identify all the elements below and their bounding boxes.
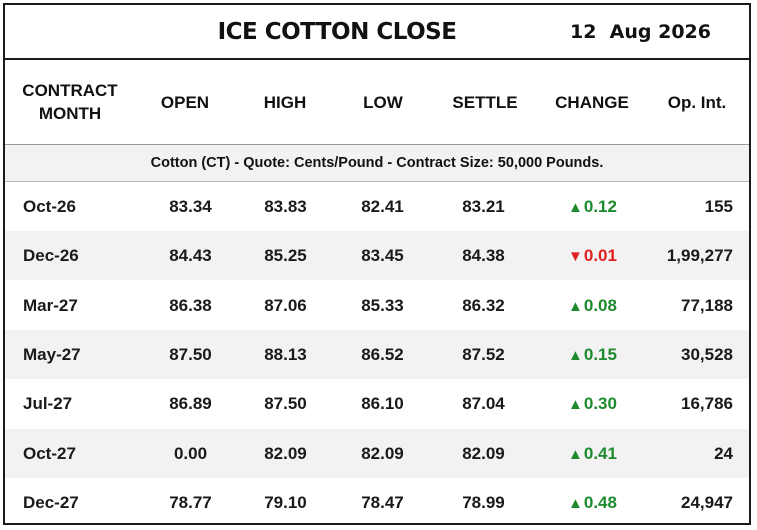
low-cell: 83.45 (361, 246, 404, 265)
low-cell: 85.33 (361, 296, 404, 315)
table-row: Dec-26 84.43 85.25 83.45 84.38 ▼0.01 1,99,277 (5, 231, 749, 280)
contract-month-cell: Oct-26 (23, 197, 76, 216)
high-cell: 79.10 (264, 493, 307, 512)
change-value: 0.30 (583, 394, 617, 413)
arrow-up-icon: ▲ (568, 396, 583, 413)
header-contract-month: CONTRACT MONTH (22, 81, 118, 123)
contract-month-cell: Dec-27 (23, 493, 79, 512)
change-value: 0.12 (583, 197, 617, 216)
low-cell: 82.41 (361, 197, 404, 216)
change-cell: ▲0.15 (545, 330, 640, 379)
arrow-down-icon: ▼ (568, 248, 583, 265)
high-cell: 87.06 (264, 296, 307, 315)
open-cell: 78.77 (169, 493, 212, 512)
change-cell: ▲0.08 (545, 281, 640, 330)
low-cell: 82.09 (361, 444, 404, 463)
header-open-interest: Op. Int. (667, 92, 727, 112)
date-label: 12 Aug 2026 (570, 21, 711, 43)
quote-table: ICE COTTON CLOSE 12 Aug 2026 CONTRACT MO… (3, 3, 751, 525)
table-row: Oct-26 83.34 83.83 82.41 83.21 ▲0.12 155 (5, 182, 749, 231)
change-cell: ▲0.41 (545, 429, 640, 478)
open-interest-cell: 24,947 (681, 493, 733, 512)
contract-month-cell: Oct-27 (23, 444, 76, 463)
change-value: 0.41 (583, 444, 617, 463)
table-row: Mar-27 86.38 87.06 85.33 86.32 ▲0.08 77,188 (5, 281, 749, 330)
table-row: Dec-27 78.77 79.10 78.47 78.99 ▲0.48 24,947 (5, 478, 749, 527)
settle-cell: 78.99 (462, 493, 505, 512)
header-high: HIGH (263, 92, 307, 112)
header-change: CHANGE (555, 92, 629, 112)
high-cell: 87.50 (264, 394, 307, 413)
settle-cell: 84.38 (462, 246, 505, 265)
contract-month-cell: Dec-26 (23, 246, 79, 265)
change-value: 0.15 (583, 345, 617, 364)
open-cell: 86.38 (169, 296, 212, 315)
open-cell: 86.89 (169, 394, 212, 413)
open-interest-cell: 155 (704, 197, 733, 216)
low-cell: 78.47 (361, 493, 404, 512)
low-cell: 86.52 (361, 345, 404, 364)
arrow-up-icon: ▲ (568, 347, 583, 364)
open-interest-cell: 1,99,277 (666, 246, 733, 265)
contract-month-cell: Jul-27 (23, 394, 73, 413)
header-low: LOW (363, 92, 403, 112)
high-cell: 88.13 (264, 345, 307, 364)
change-cell: ▲0.30 (545, 379, 640, 428)
table-row: Oct-27 0.00 82.09 82.09 82.09 ▲0.41 24 (5, 429, 749, 478)
open-interest-cell: 77,188 (681, 296, 733, 315)
high-cell: 82.09 (264, 444, 307, 463)
change-value: 0.08 (583, 296, 617, 315)
change-cell: ▲0.12 (545, 182, 640, 231)
settle-cell: 87.04 (462, 394, 505, 413)
open-cell: 84.43 (169, 246, 212, 265)
open-interest-cell: 30,528 (681, 345, 733, 364)
contract-month-cell: Mar-27 (23, 296, 78, 315)
header-settle: SETTLE (452, 92, 518, 112)
high-cell: 83.83 (264, 197, 307, 216)
title-bar: ICE COTTON CLOSE 12 Aug 2026 (5, 5, 749, 60)
arrow-up-icon: ▲ (568, 298, 583, 315)
contract-note: Cotton (CT) - Quote: Cents/Pound - Contr… (5, 145, 749, 182)
change-cell: ▼0.01 (545, 231, 640, 280)
table-row: May-27 87.50 88.13 86.52 87.52 ▲0.15 30,528 (5, 330, 749, 379)
arrow-up-icon: ▲ (568, 495, 583, 512)
header-open: OPEN (160, 92, 210, 112)
settle-cell: 83.21 (462, 197, 505, 216)
open-interest-cell: 24 (714, 444, 733, 463)
page-title: ICE COTTON CLOSE (217, 19, 457, 45)
open-cell: 87.50 (169, 345, 212, 364)
column-header-row: CONTRACT MONTH OPEN HIGH LOW SETTLE CHAN… (5, 60, 749, 145)
open-cell: 0.00 (173, 444, 208, 463)
arrow-up-icon: ▲ (568, 446, 583, 463)
change-cell: ▲0.48 (545, 478, 640, 527)
open-interest-cell: 16,786 (681, 394, 733, 413)
change-value: 0.48 (583, 493, 617, 512)
settle-cell: 86.32 (462, 296, 505, 315)
settle-cell: 87.52 (462, 345, 505, 364)
low-cell: 86.10 (361, 394, 404, 413)
settle-cell: 82.09 (462, 444, 505, 463)
high-cell: 85.25 (264, 246, 307, 265)
contract-month-cell: May-27 (23, 345, 81, 364)
open-cell: 83.34 (169, 197, 212, 216)
change-value: 0.01 (583, 246, 617, 265)
arrow-up-icon: ▲ (568, 199, 583, 216)
table-row: Jul-27 86.89 87.50 86.10 87.04 ▲0.30 16,786 (5, 379, 749, 428)
